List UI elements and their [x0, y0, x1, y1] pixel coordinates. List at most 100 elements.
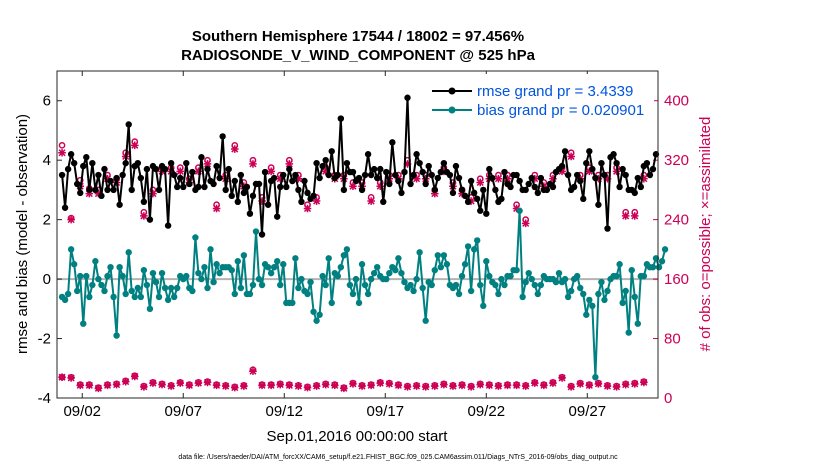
obs-assimilated-low-marker [503, 381, 512, 390]
bias-point [80, 320, 87, 327]
legend-rmse-marker [448, 87, 456, 95]
rmse-point [304, 189, 311, 197]
bias-point [343, 246, 351, 253]
rmse-point [180, 183, 187, 191]
bias-point [531, 281, 538, 289]
rmse-point [637, 183, 645, 191]
rmse-point [398, 189, 405, 197]
rmse-point [277, 183, 284, 191]
rmse-point [489, 174, 496, 182]
rmse-point [258, 231, 266, 238]
bias-point [567, 287, 575, 295]
bias-point [583, 311, 590, 318]
rmse-point [531, 183, 538, 191]
rmse-point [361, 171, 369, 179]
bias-point [440, 252, 448, 259]
bias-point [116, 264, 123, 271]
rmse-point [189, 168, 196, 176]
obs-assimilated-low-marker [576, 380, 585, 388]
bias-point [473, 237, 481, 244]
obs-assimilated-marker [494, 174, 503, 183]
rmse-point [622, 171, 629, 179]
rmse-point [516, 177, 523, 185]
obs-assimilated-marker [612, 167, 621, 176]
bias-point [237, 284, 245, 292]
bias-point [580, 290, 587, 298]
bias-point [295, 284, 302, 292]
rmse-point [101, 165, 108, 173]
rmse-point [95, 171, 102, 179]
rmse-point [255, 180, 263, 188]
rmse-point [486, 165, 493, 173]
bias-point [273, 258, 281, 265]
x-tick-label: 09/07 [164, 403, 202, 420]
obs-assimilated-low-marker [376, 379, 385, 387]
obs-assimilated-marker [58, 148, 66, 157]
rmse-point [286, 165, 293, 173]
rmse-point [228, 192, 235, 200]
rmse-point [270, 174, 278, 182]
rmse-point [343, 159, 351, 167]
bias-point [395, 255, 402, 262]
bias-point [104, 272, 111, 280]
bias-point [443, 261, 451, 268]
bias-point [622, 287, 629, 295]
bias-point [70, 261, 78, 268]
bias-point [346, 281, 354, 289]
obs-assimilated-marker [130, 141, 139, 150]
obs-assimilated-low-marker [403, 383, 412, 391]
obs-assimilated-low-marker [421, 383, 430, 391]
rmse-point [107, 177, 114, 185]
bias-point [386, 269, 393, 277]
obs-assimilated-low-marker [467, 383, 475, 391]
bias-point [434, 252, 442, 259]
bias-point [213, 261, 220, 268]
rmse-point [573, 171, 581, 179]
rmse-point [98, 192, 105, 200]
rmse-point [316, 174, 323, 182]
bias-point [95, 275, 102, 283]
bias-point [210, 278, 217, 286]
obs-assimilated-marker [476, 178, 485, 187]
rmse-point [58, 171, 66, 179]
bias-point [516, 207, 523, 214]
bias-point [228, 266, 235, 274]
obs-assimilated-marker [403, 160, 412, 168]
obs-assimilated-low-marker [112, 380, 121, 389]
bias-point [349, 290, 357, 298]
x-tick-label: 09/17 [367, 403, 405, 420]
rmse-point [595, 201, 602, 208]
obs-assimilated-marker [176, 167, 185, 176]
bias-point [534, 290, 541, 298]
rmse-point [167, 159, 175, 167]
bias-point [267, 269, 275, 277]
bias-point [519, 293, 526, 301]
y-tick-label: -2 [38, 331, 51, 348]
bias-point [367, 275, 375, 283]
bias-point [264, 264, 272, 271]
bias-point [649, 264, 657, 271]
bias-point [461, 261, 469, 268]
legend-bias-marker [448, 106, 456, 114]
rmse-point [225, 165, 232, 173]
bias-point [525, 269, 532, 277]
rmse-point [513, 171, 520, 179]
rmse-point [328, 148, 335, 155]
bias-point [658, 258, 666, 265]
rmse-point [598, 159, 605, 167]
rmse-point [231, 177, 238, 185]
rmse-point [240, 189, 248, 197]
y-tick-label: -4 [38, 390, 51, 407]
rmse-point [592, 174, 599, 182]
rmse-point [201, 183, 208, 191]
rmse-point [198, 154, 205, 161]
rmse-point [586, 148, 593, 155]
rmse-point [83, 154, 90, 161]
bias-point [398, 269, 405, 277]
rmse-point [416, 159, 423, 167]
bias-point [619, 299, 626, 307]
obs-assimilated-marker [512, 204, 521, 213]
rmse-point [140, 198, 148, 205]
bias-point [334, 272, 342, 280]
obs-assimilated-marker [312, 197, 321, 205]
